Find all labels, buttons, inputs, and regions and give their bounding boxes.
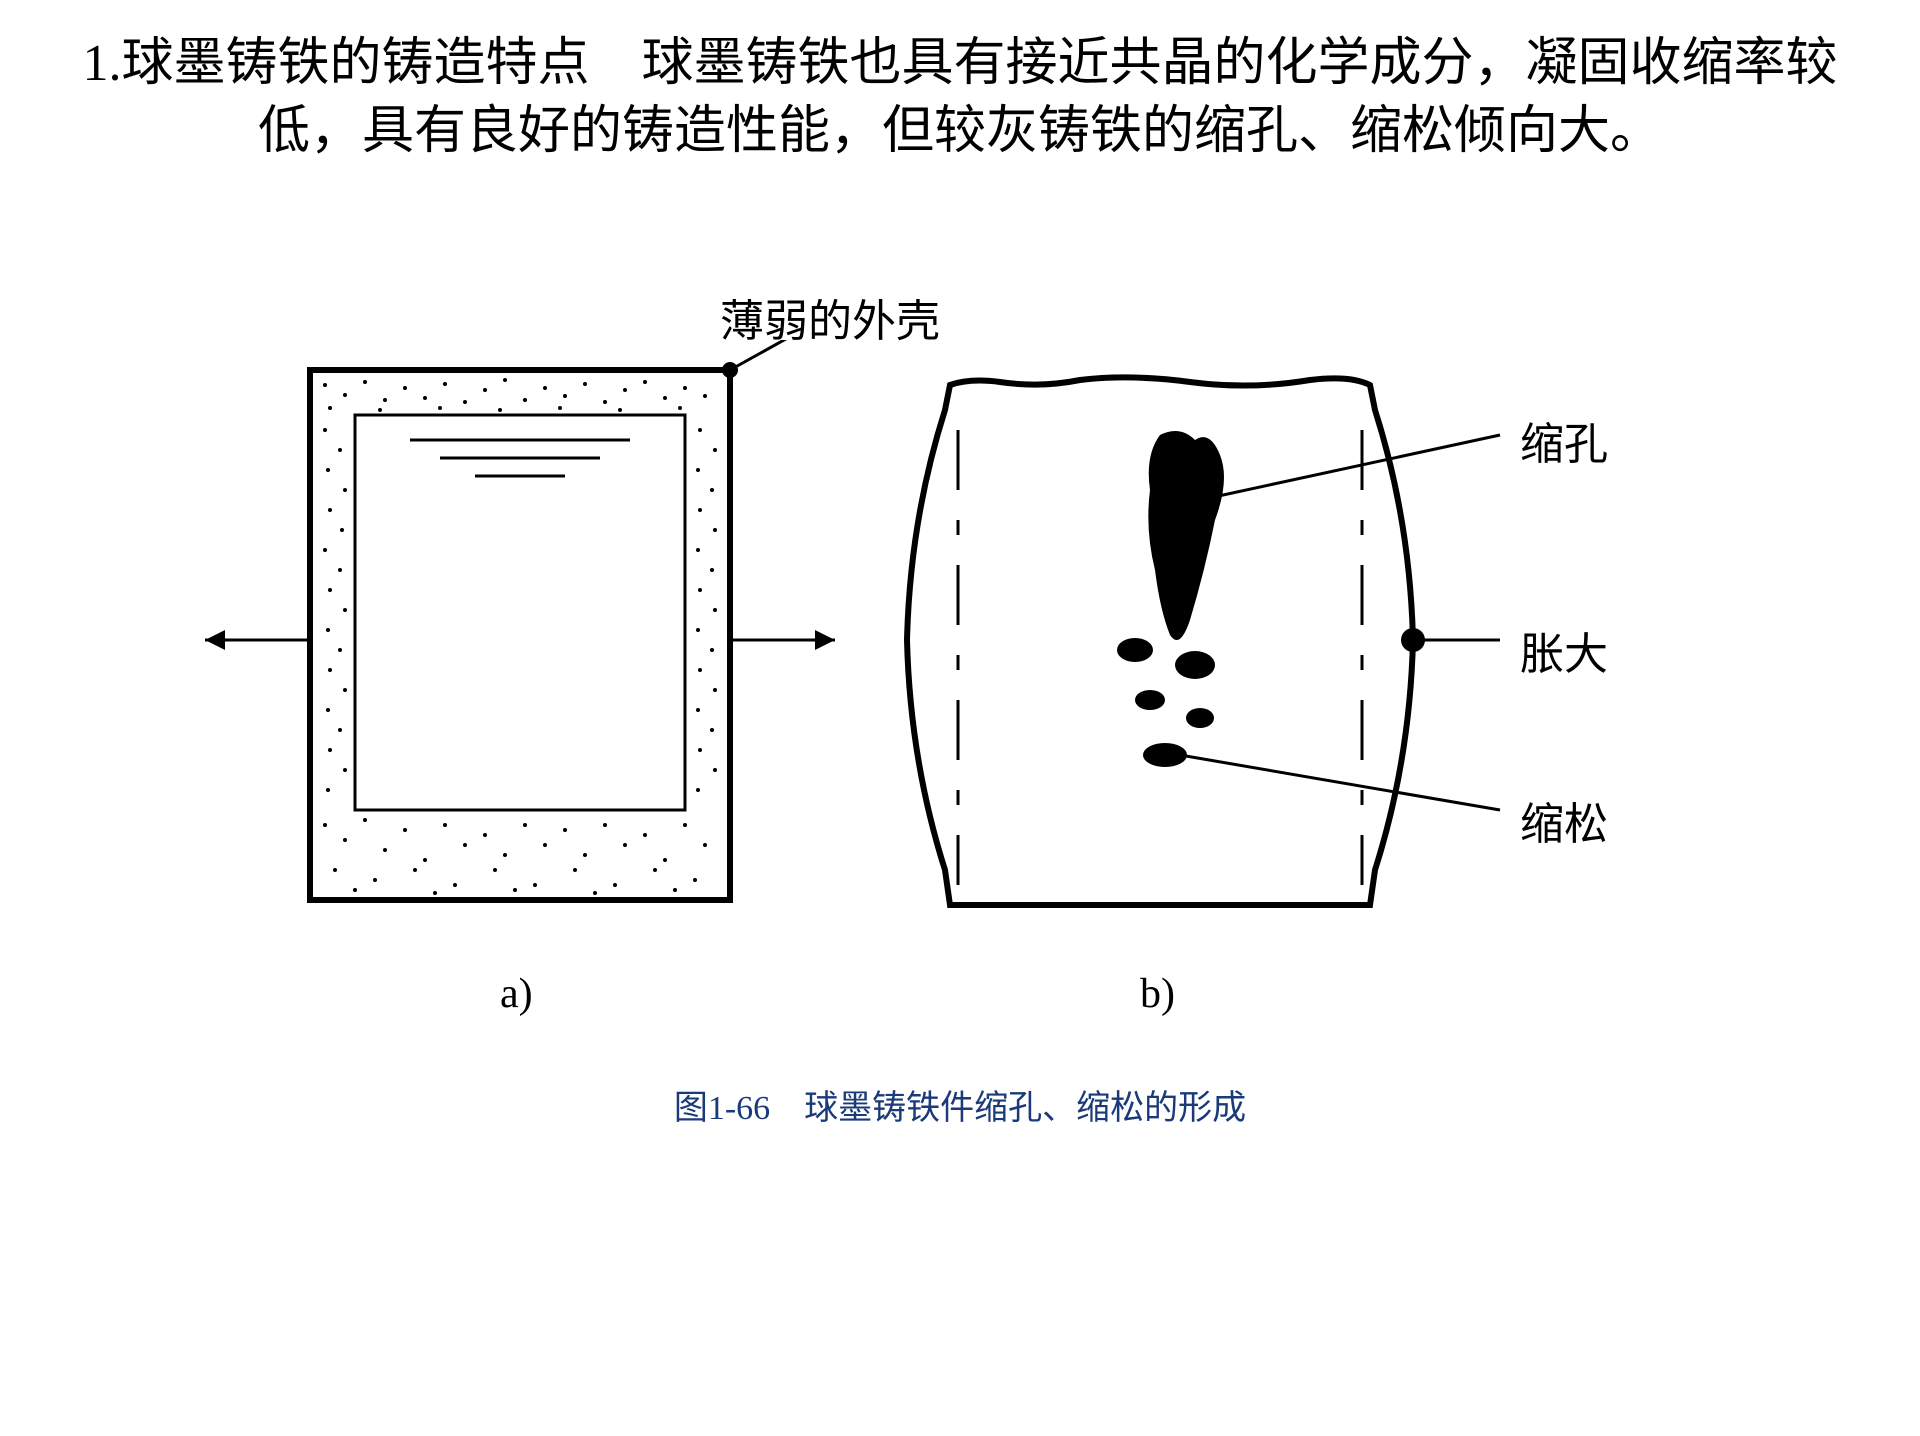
annotation-expand: 胀大 [1520, 618, 1608, 682]
annotation-porosity: 缩松 [1520, 788, 1608, 852]
heading-text: 1.球墨铸铁的铸造特点 球墨铸铁也具有接近共晶的化学成分，凝固收缩率较低，具有良… [60, 30, 1860, 165]
subfigure-a [180, 340, 880, 960]
subfig-b-label: b) [1140, 970, 1175, 1018]
subfigure-b [880, 340, 1780, 960]
figure-caption: 图1-66 球墨铸铁件缩孔、缩松的形成 [0, 1080, 1920, 1129]
figure-container: 薄弱的外壳 a) [0, 300, 1920, 1100]
annotation-shrink-hole: 缩孔 [1520, 408, 1608, 472]
subfig-a-label: a) [500, 970, 533, 1018]
